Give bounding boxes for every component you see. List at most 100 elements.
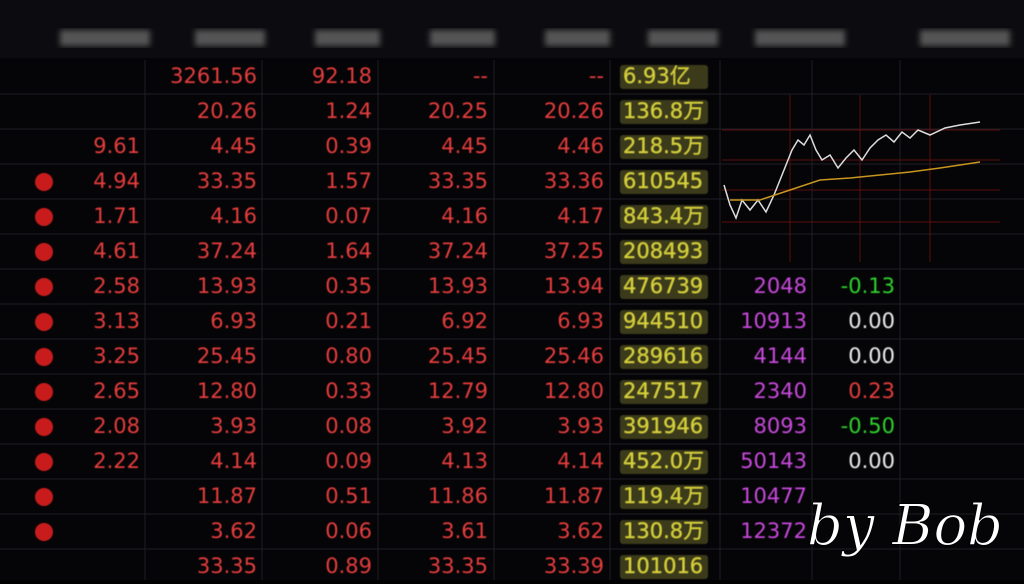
table-cell: 0.00 — [848, 309, 895, 333]
table-cell: 3.61 — [441, 519, 488, 543]
row-marker — [35, 278, 53, 296]
grid — [0, 60, 1024, 584]
volume-cell: 130.8万 — [623, 519, 704, 543]
table-cell: 20.26 — [544, 99, 604, 123]
row-marker — [35, 313, 53, 331]
table-cell: 0.39 — [325, 134, 372, 158]
mini-chart — [722, 95, 1000, 262]
table-cell: -0.13 — [841, 274, 895, 298]
table-cell: 20.26 — [197, 99, 257, 123]
table-cell: 11.87 — [197, 484, 257, 508]
table-cell: 4.45 — [441, 134, 488, 158]
volume-highlight — [620, 450, 708, 474]
header-bar — [0, 0, 1024, 58]
table-cell: 1.64 — [325, 239, 372, 263]
volume-highlight — [620, 555, 708, 579]
volume-cell: 391946 — [623, 414, 703, 438]
table-cell: 6.93 — [557, 309, 604, 333]
table-cell: 3.93 — [557, 414, 604, 438]
table-cell: 0.00 — [848, 344, 895, 368]
table-cell: 4.13 — [441, 449, 488, 473]
table-cell: 4.45 — [210, 134, 257, 158]
table-cell: -- — [589, 64, 604, 88]
volume-highlight — [620, 415, 708, 439]
table-cell: 0.23 — [848, 379, 895, 403]
table-cell: 0.35 — [325, 274, 372, 298]
table-cell: 3.25 — [93, 344, 140, 368]
table-cell: 2.65 — [93, 379, 140, 403]
volume-highlight — [620, 205, 708, 229]
table-cell: 4.14 — [557, 449, 604, 473]
table-cell: 2.08 — [93, 414, 140, 438]
table-cell: 4.14 — [210, 449, 257, 473]
volume-cell: 218.5万 — [623, 134, 704, 158]
table-cell: 0.33 — [325, 379, 372, 403]
watermark: by Bob — [807, 494, 1003, 559]
row-marker — [35, 348, 53, 366]
table-cell: 37.24 — [197, 239, 257, 263]
table-cell: 3.93 — [210, 414, 257, 438]
volume-highlight — [620, 135, 708, 159]
table-cell: 25.45 — [197, 344, 257, 368]
table-cell: 12.80 — [197, 379, 257, 403]
volume-highlight — [620, 310, 708, 334]
table-cell: 3.13 — [93, 309, 140, 333]
table-cell: 3.62 — [557, 519, 604, 543]
volume-cell: 476739 — [623, 274, 703, 298]
table-cell: 11.87 — [544, 484, 604, 508]
volume-cell: 944510 — [623, 309, 703, 333]
table-cell: 37.24 — [428, 239, 488, 263]
table-cell: 10477 — [740, 484, 807, 508]
row-marker — [35, 243, 53, 261]
volume-cell: 101016 — [623, 554, 703, 578]
volume-cell: 6.93亿 — [623, 64, 691, 88]
table-cell: 4.16 — [441, 204, 488, 228]
table-cell: 50143 — [740, 449, 807, 473]
table-cell: 37.25 — [544, 239, 604, 263]
row-marker — [35, 453, 53, 471]
row-marker — [35, 173, 53, 191]
volume-highlight — [620, 275, 708, 299]
table-cell: 0.06 — [325, 519, 372, 543]
table-cell: 33.39 — [544, 554, 604, 578]
table-cell: 10913 — [740, 309, 807, 333]
table-cell: 0.00 — [848, 449, 895, 473]
table-cell: 12.80 — [544, 379, 604, 403]
table-cell: 2.58 — [93, 274, 140, 298]
table-cell: 4.94 — [93, 169, 140, 193]
table-cell: 6.92 — [441, 309, 488, 333]
table-cell: 0.08 — [325, 414, 372, 438]
table-cell: 4.16 — [210, 204, 257, 228]
table-cell: 12.79 — [428, 379, 488, 403]
table-cell: 3.92 — [441, 414, 488, 438]
volume-cell: 247517 — [623, 379, 703, 403]
row-marker — [35, 488, 53, 506]
volume-cell: 119.4万 — [623, 484, 704, 508]
table-cell: 8093 — [754, 414, 807, 438]
volume-highlight — [620, 485, 708, 509]
table-cell: 92.18 — [312, 64, 372, 88]
table-cell: 13.93 — [428, 274, 488, 298]
volume-highlight — [620, 65, 708, 89]
blurred-header — [60, 30, 1010, 46]
row-marker — [35, 523, 53, 541]
table-cell: 2340 — [754, 379, 807, 403]
table-cell: 33.35 — [428, 554, 488, 578]
table-cell: 2.22 — [93, 449, 140, 473]
table-cell: 33.35 — [197, 554, 257, 578]
row-marker — [35, 418, 53, 436]
table-cell: 25.45 — [428, 344, 488, 368]
table-cell: 4.46 — [557, 134, 604, 158]
table-cell: 20.25 — [428, 99, 488, 123]
table-cell: 9.61 — [93, 134, 140, 158]
table-cell: 1.24 — [325, 99, 372, 123]
volume-highlight — [620, 380, 708, 404]
table-cell: 13.94 — [544, 274, 604, 298]
volume-cell: 843.4万 — [623, 204, 704, 228]
table-cell: 6.93 — [210, 309, 257, 333]
table-cell: 33.35 — [428, 169, 488, 193]
table: 3261.56 92.18 -- -- 6.93亿 20.26 1.24 20.25 20.26… — [35, 64, 895, 579]
table-cell: 11.86 — [428, 484, 488, 508]
